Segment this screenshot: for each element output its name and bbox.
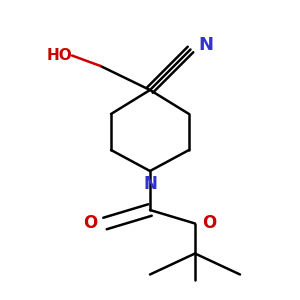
Text: O: O bbox=[83, 214, 98, 232]
Text: N: N bbox=[198, 36, 213, 54]
Text: HO: HO bbox=[46, 48, 72, 63]
Text: O: O bbox=[202, 214, 217, 232]
Text: N: N bbox=[143, 175, 157, 193]
